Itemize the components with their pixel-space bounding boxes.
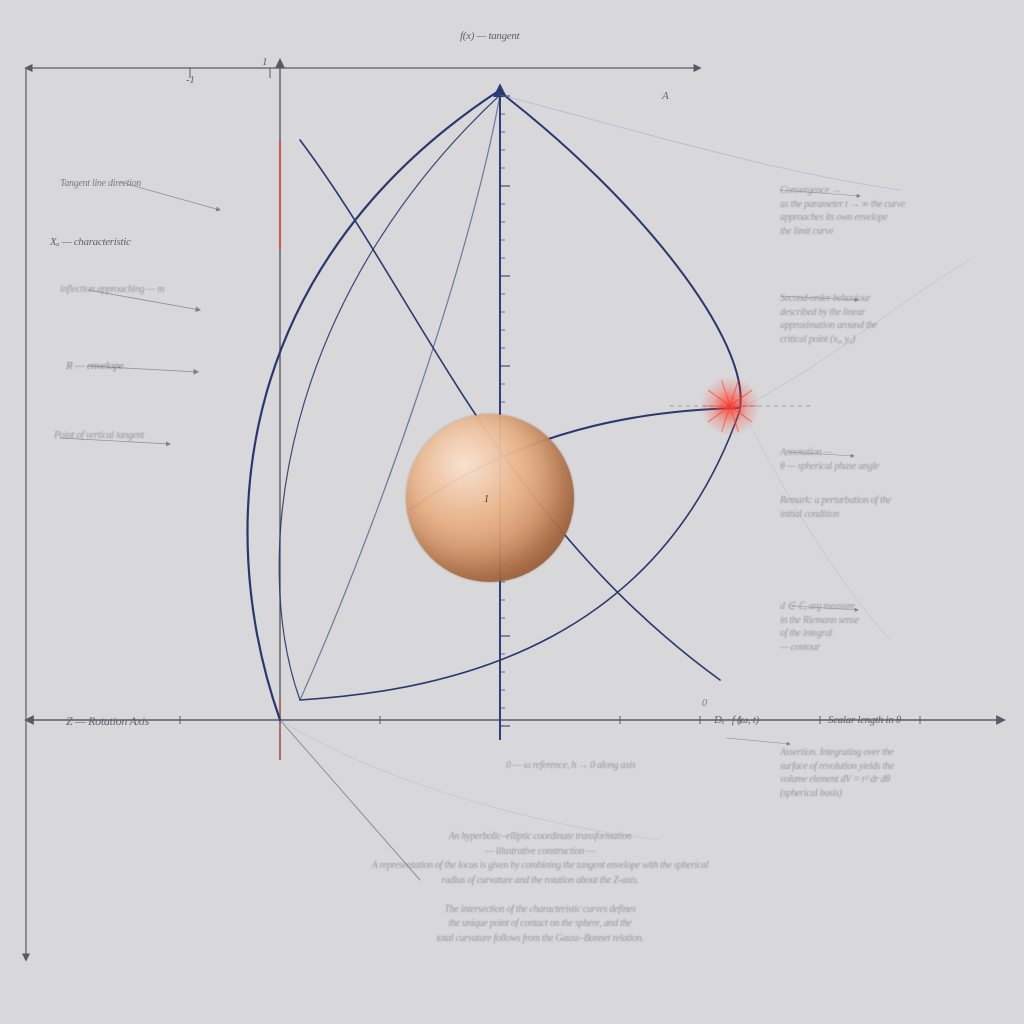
cross-2: [300, 95, 500, 700]
faint-3: [280, 720, 660, 840]
right-block-5: Assertion. Integrating over thesurface o…: [780, 746, 990, 800]
x-axis-label-2: Scalar length in θ: [828, 714, 901, 726]
left-label-3: R — envelope: [66, 360, 124, 372]
tick-1: 1: [262, 56, 267, 68]
left-label-4: Point of vertical tangent: [54, 430, 144, 441]
sphere-center-mark: 1: [484, 494, 489, 505]
arc-left-inner: [279, 95, 500, 700]
left-label-2: inflection approaching — m: [60, 284, 164, 295]
ruler-group: [500, 86, 510, 740]
tick-zero: 0: [702, 698, 707, 709]
tick-A: A: [662, 90, 668, 102]
cross-1: [300, 140, 720, 680]
tick-neg1: -1: [186, 74, 195, 86]
right-block-3: Remark: a perturbation of theinitial con…: [780, 494, 990, 521]
diagram-stage: f(x) — tangent 1 -1 A 0 Tangent line dir…: [0, 0, 1024, 1024]
x-axis-label-0: Z — Rotation Axis: [66, 714, 149, 729]
x-axis-label-1: Dₓ · f (ω, t): [714, 714, 759, 726]
center-caption: An hyperbolic–elliptic coordinate transf…: [320, 830, 760, 946]
right-block-4: d ∈ ℂ, arg measurein the Riemann senseof…: [780, 600, 990, 654]
ruler-footnote: 0 — ω reference, h → 0 along axis: [506, 760, 635, 771]
left-label-1: Xₐ — characteristic: [50, 236, 131, 248]
red-spark: [670, 376, 810, 436]
sphere: [406, 414, 574, 582]
left-label-0: Tangent line direction: [60, 178, 141, 189]
right-block-1: Second-order behaviourdescribed by the l…: [780, 292, 990, 346]
right-block-0: Convergence →as the parameter t → ∞ the …: [780, 184, 990, 238]
right-block-2: Annotation —θ — spherical phase angle: [780, 446, 990, 473]
right-sweep: [500, 92, 741, 408]
top-axis-label: f(x) — tangent: [460, 30, 519, 42]
arc-left-outer: [247, 90, 500, 720]
